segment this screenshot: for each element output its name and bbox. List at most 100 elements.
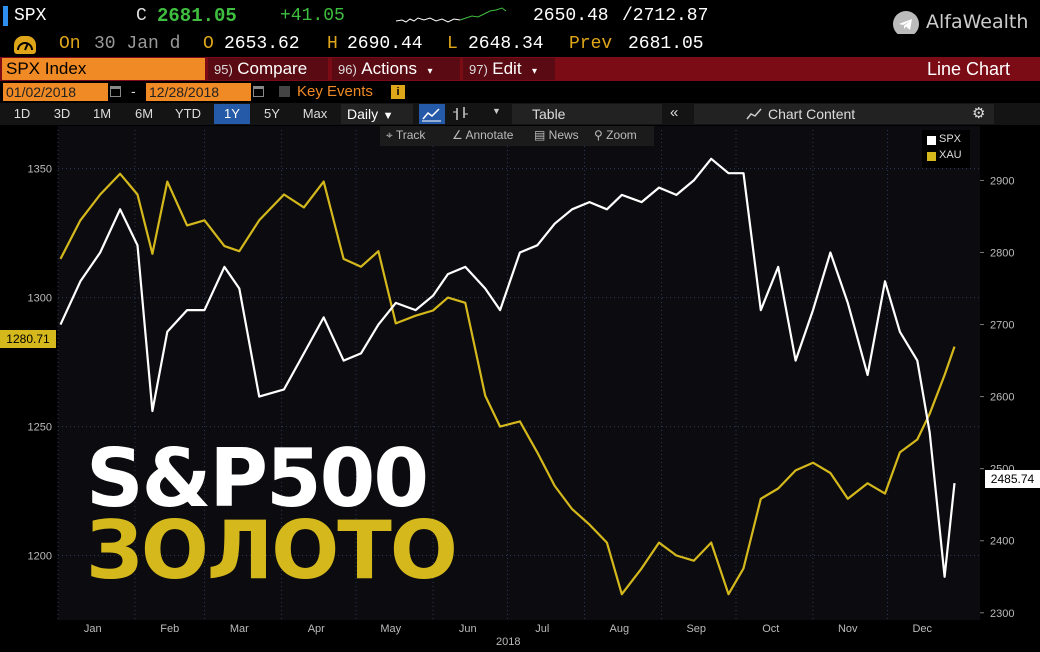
edit-caret-icon: ▾ [532, 66, 538, 77]
key-events-checkbox[interactable] [279, 86, 290, 97]
tool-annotate-label: Annotate [465, 128, 514, 142]
tool-zoom[interactable]: ⚲ Zoom [594, 128, 637, 142]
plot-area[interactable] [58, 126, 980, 620]
left-tick-label: 1250 [28, 422, 52, 434]
range-6m[interactable]: 6M [134, 106, 154, 121]
range-1m[interactable]: 1M [92, 106, 112, 121]
left-axis: 1200 1250 1300 1350 [28, 164, 52, 563]
on-label: On [59, 34, 81, 54]
info-icon[interactable]: i [391, 85, 405, 99]
brand-name: AlfaWealth [926, 11, 1029, 33]
left-tick-label: 1200 [28, 551, 52, 563]
end-calendar-icon[interactable] [253, 86, 264, 97]
table-label: Table [532, 106, 566, 122]
tool-annotate[interactable]: ∠ Annotate [452, 128, 513, 142]
left-tick-label: 1300 [28, 293, 52, 305]
actions-menu[interactable]: 96) Actions ▾ [332, 58, 460, 80]
range-5y[interactable]: 5Y [264, 106, 280, 121]
settings-gear-icon[interactable]: ⚙ [972, 105, 986, 122]
period-select[interactable]: Daily ▼ [341, 104, 413, 124]
open-value: 2653.62 [224, 34, 300, 54]
gauge-icon [14, 36, 36, 54]
ohlc-row: On 30 Jan d O 2653.62 H 2690.44 L 2648.3… [0, 34, 1040, 56]
security-label: SPX Index [6, 59, 87, 78]
grid-lines [57, 130, 980, 620]
x-tick-label: Jun [459, 623, 477, 635]
last-value-spx: 2485.74 [985, 470, 1040, 488]
bar-chart-toggle[interactable] [448, 104, 474, 124]
sparkline [396, 7, 507, 23]
chart-content-button[interactable]: Chart Content [694, 104, 994, 124]
tool-news[interactable]: ▤ News [534, 128, 579, 142]
last-value-xau: 1280.71 [0, 330, 56, 348]
high-label: H [327, 34, 338, 54]
security-field[interactable]: SPX Index [2, 58, 205, 80]
x-tick-label: Sep [686, 623, 706, 635]
right-tick-label: 2600 [990, 392, 1014, 404]
x-tick-label: Apr [308, 623, 325, 635]
key-events-label: Key Events [297, 83, 373, 100]
right-axis: 2300240025002600270028002900 [980, 175, 1014, 620]
start-date-field[interactable]: 01/02/2018 [3, 83, 108, 101]
open-label: O [203, 34, 214, 54]
x-axis-year: 2018 [496, 636, 521, 648]
chart-type-label: Line Chart [927, 59, 1011, 79]
x-tick-label: Aug [609, 623, 629, 635]
range-ytd[interactable]: YTD [175, 106, 201, 121]
news-icon: ▤ [534, 128, 549, 142]
ticker-marker [3, 6, 8, 26]
legend-swatch-xau [927, 152, 936, 161]
magnifier-icon: ⚲ [594, 128, 607, 142]
pencil-icon: ∠ [452, 128, 466, 142]
date-line: 30 Jan d [94, 34, 181, 54]
function-toolbar: SPX Index 95) Compare 96) Actions ▾ 97) … [0, 57, 1040, 81]
right-tick-label: 2800 [990, 248, 1014, 260]
range-low: 2650.48 [533, 6, 609, 26]
edit-menu[interactable]: 97) Edit ▾ [463, 58, 555, 80]
last-label: C [136, 6, 147, 26]
x-tick-label: Nov [838, 623, 858, 635]
legend-label-xau: XAU [939, 149, 962, 161]
edit-label: Edit [492, 59, 522, 78]
overlay-title-gold: ЗОЛОТО [86, 504, 458, 597]
tool-track[interactable]: ⌖ Track [386, 128, 425, 143]
legend: SPX XAU [922, 130, 970, 168]
prev-value: 2681.05 [628, 34, 704, 54]
x-tick-label: Oct [762, 623, 779, 635]
right-tick-label: 2300 [990, 608, 1014, 620]
high-value: 2690.44 [347, 34, 423, 54]
range-1y[interactable]: 1Y [214, 104, 250, 124]
x-tick-label: Jul [535, 623, 549, 635]
left-tick-label: 1350 [28, 164, 52, 176]
x-tick-label: Feb [160, 623, 179, 635]
table-button[interactable]: Table [512, 104, 662, 124]
end-date-field[interactable]: 12/28/2018 [146, 83, 251, 101]
series-line-xau [59, 172, 956, 596]
legend-swatch-spx [927, 136, 936, 145]
collapse-icon[interactable]: « [670, 104, 679, 121]
low-value: 2648.34 [468, 34, 544, 54]
legend-label-spx: SPX [939, 133, 962, 145]
change-value: +41.05 [280, 6, 345, 26]
range-high: /2712.87 [622, 6, 709, 26]
range-max[interactable]: Max [302, 106, 328, 121]
ticker-symbol[interactable]: SPX [14, 6, 47, 26]
overlay-title-spx: S&P500 [86, 432, 429, 525]
line-chart-toggle[interactable] [419, 104, 445, 124]
prev-label: Prev [569, 34, 613, 54]
start-calendar-icon[interactable] [110, 86, 121, 97]
range-3d[interactable]: 3D [53, 106, 71, 121]
right-tick-label: 2700 [990, 320, 1014, 332]
line-chart-icon [422, 108, 441, 122]
edit-number: 97) [469, 62, 488, 77]
x-tick-label: Mar [230, 623, 249, 635]
right-tick-label: 2900 [990, 175, 1014, 187]
compare-number: 95) [214, 62, 233, 77]
period-label: Daily [347, 106, 379, 122]
range-1d[interactable]: 1D [13, 106, 31, 121]
compare-menu[interactable]: 95) Compare [208, 58, 328, 80]
period-caret-icon: ▼ [382, 110, 394, 122]
chart-style-caret-icon[interactable]: ▼ [492, 106, 501, 116]
series-lines [59, 157, 956, 596]
